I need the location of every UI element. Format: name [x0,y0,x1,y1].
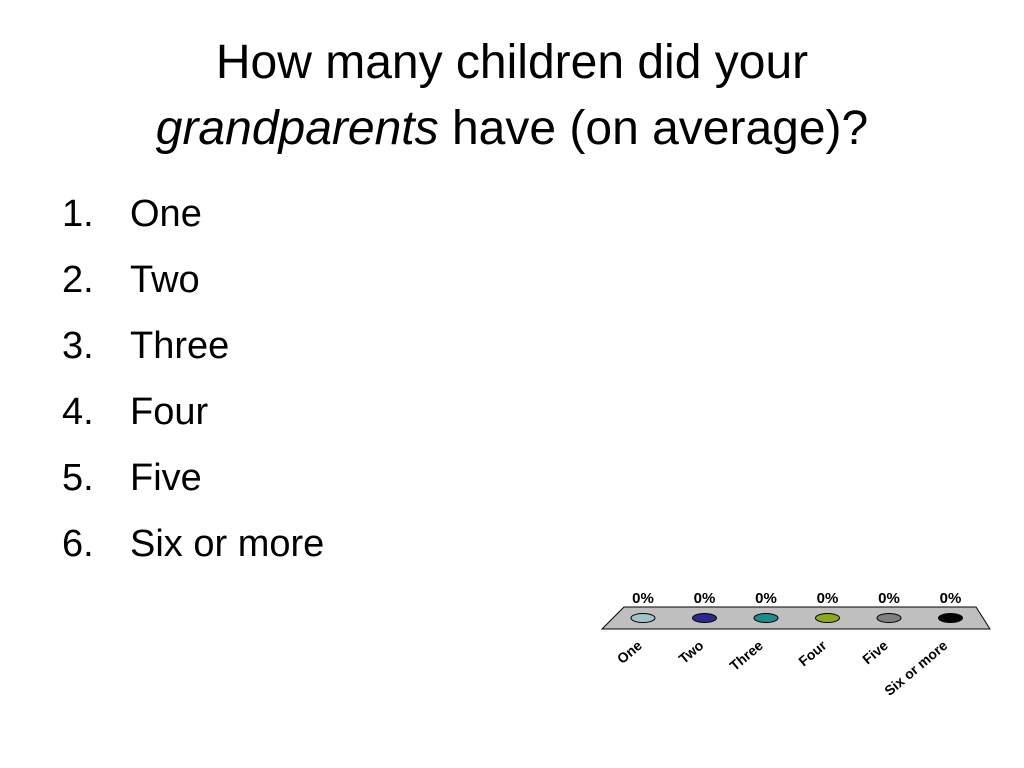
bar-base [630,613,656,623]
option-item-5: 5. Five [62,450,324,516]
title-rest: have (on average)? [438,102,869,155]
title-line-1: How many children did your [215,36,809,89]
bar-base [692,613,717,623]
bar-base [815,613,840,623]
option-label: Two [130,259,200,301]
response-chart: 0% One 0% Two 0% Three 0% Four 0% Five 0% Six or mo… [580,575,1000,735]
category-label: Three [726,637,766,674]
option-item-2: 2. Two [62,252,324,318]
answer-options: 1. One 2. Two 3. Three 4. Four 5. Five 6… [62,186,324,582]
value-label: 0% [694,590,716,607]
option-number: 4. [62,391,94,433]
value-label: 0% [817,590,839,607]
option-label: Three [130,325,230,367]
option-item-1: 1. One [62,186,324,252]
option-label: Five [130,457,202,499]
bar-base [876,613,902,623]
value-label: 0% [878,590,900,607]
category-label: Five [859,637,891,667]
option-number: 1. [62,193,94,235]
option-item-6: 6. Six or more [62,516,324,582]
category-label: One [614,637,645,667]
bar-base [753,613,779,623]
option-number: 5. [62,457,94,499]
option-number: 2. [62,259,94,301]
value-label: 0% [632,590,654,607]
category-label: Six or more [881,637,950,699]
option-item-3: 3. Three [62,318,324,384]
title-italic-word: grandparents [155,102,439,155]
option-label: Six or more [130,523,325,565]
category-label: Two [675,637,706,667]
option-item-4: 4. Four [62,384,324,450]
option-number: 3. [62,325,94,367]
response-chart-svg: 0% One 0% Two 0% Three 0% Four 0% Five 0% Six or mo… [600,590,991,699]
category-label: Four [795,637,830,670]
chart-floor [600,606,991,630]
option-label: Four [130,391,209,433]
slide-title: How many children did your grandparents … [40,30,984,162]
value-label: 0% [755,590,777,607]
option-label: One [130,193,202,235]
bar-base [938,613,963,623]
option-number: 6. [62,523,94,565]
value-label: 0% [940,590,962,607]
